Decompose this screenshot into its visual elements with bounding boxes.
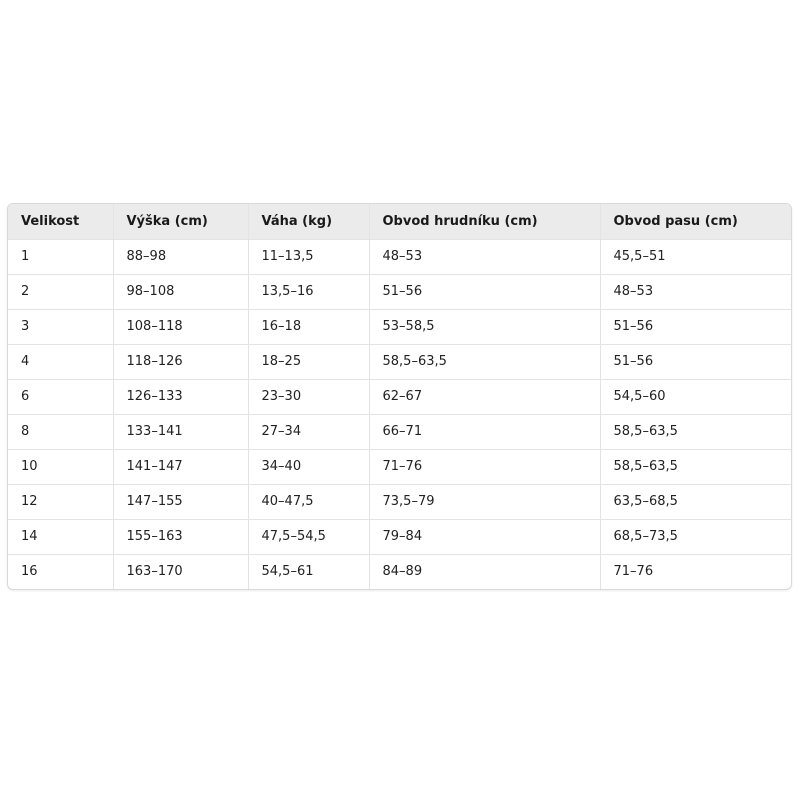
cell-weight: 23–30: [248, 379, 370, 415]
column-header-weight: Váha (kg): [248, 204, 370, 240]
table-header: Velikost Výška (cm) Váha (kg) Obvod hrudník…: [8, 204, 791, 240]
cell-height: 155–163: [113, 519, 249, 555]
table-body: 1 88–98 11–13,5 48–53 45,5–51 2 98–108 13,5–16 5…: [8, 239, 791, 589]
cell-waist: 45,5–51: [600, 239, 791, 275]
cell-height: 88–98: [113, 239, 249, 275]
cell-chest: 71–76: [369, 449, 601, 485]
cell-chest: 62–67: [369, 379, 601, 415]
cell-size: 14: [8, 519, 114, 555]
cell-waist: 54,5–60: [600, 379, 791, 415]
cell-waist: 58,5–63,5: [600, 414, 791, 450]
cell-weight: 13,5–16: [248, 274, 370, 310]
cell-height: 126–133: [113, 379, 249, 415]
column-header-size: Velikost: [8, 204, 114, 240]
cell-chest: 73,5–79: [369, 484, 601, 520]
header-row: Velikost Výška (cm) Váha (kg) Obvod hrudník…: [8, 204, 791, 240]
table-row: 4 118–126 18–25 58,5–63,5 51–56: [8, 344, 791, 380]
cell-size: 4: [8, 344, 114, 380]
table-row: 2 98–108 13,5–16 51–56 48–53: [8, 274, 791, 310]
cell-chest: 84–89: [369, 554, 601, 589]
cell-chest: 48–53: [369, 239, 601, 275]
cell-waist: 68,5–73,5: [600, 519, 791, 555]
cell-weight: 11–13,5: [248, 239, 370, 275]
cell-waist: 58,5–63,5: [600, 449, 791, 485]
table-row: 1 88–98 11–13,5 48–53 45,5–51: [8, 239, 791, 275]
cell-height: 147–155: [113, 484, 249, 520]
cell-size: 10: [8, 449, 114, 485]
column-header-waist: Obvod pasu (cm): [600, 204, 791, 240]
size-chart-table: Velikost Výška (cm) Váha (kg) Obvod hrudník…: [8, 204, 791, 589]
table-row: 16 163–170 54,5–61 84–89 71–76: [8, 554, 791, 589]
cell-waist: 51–56: [600, 344, 791, 380]
cell-height: 163–170: [113, 554, 249, 589]
cell-weight: 40–47,5: [248, 484, 370, 520]
cell-waist: 63,5–68,5: [600, 484, 791, 520]
cell-chest: 66–71: [369, 414, 601, 450]
cell-size: 8: [8, 414, 114, 450]
cell-size: 12: [8, 484, 114, 520]
cell-size: 2: [8, 274, 114, 310]
column-header-chest: Obvod hrudníku (cm): [369, 204, 601, 240]
table-row: 3 108–118 16–18 53–58,5 51–56: [8, 309, 791, 345]
cell-size: 1: [8, 239, 114, 275]
cell-waist: 71–76: [613, 564, 654, 580]
cell-height: 108–118: [113, 309, 249, 345]
table-row: 6 126–133 23–30 62–67 54,5–60: [8, 379, 791, 415]
cell-chest: 79–84: [369, 519, 601, 555]
cell-weight: 18–25: [248, 344, 370, 380]
cell-chest: 53–58,5: [369, 309, 601, 345]
table-row: 8 133–141 27–34 66–71 58,5–63,5: [8, 414, 791, 450]
cell-height: 98–108: [113, 274, 249, 310]
cell-size: 3: [8, 309, 114, 345]
cell-chest: 58,5–63,5: [369, 344, 601, 380]
cell-size: 6: [8, 379, 114, 415]
cell-weight: 54,5–61: [248, 554, 370, 589]
cell-weight: 16–18: [248, 309, 370, 345]
cell-chest: 51–56: [369, 274, 601, 310]
cell-waist: 51–56: [600, 309, 791, 345]
cell-height: 133–141: [113, 414, 249, 450]
table-row: 14 155–163 47,5–54,5 79–84 68,5–73,5: [8, 519, 791, 555]
cell-height: 118–126: [113, 344, 249, 380]
cell-weight: 47,5–54,5: [248, 519, 370, 555]
cell-waist: 48–53: [600, 274, 791, 310]
cell-size: 16: [8, 554, 114, 589]
size-chart-table-container: Velikost Výška (cm) Váha (kg) Obvod hrudník…: [7, 203, 792, 590]
table-row: 12 147–155 40–47,5 73,5–79 63,5–68,5: [8, 484, 791, 520]
column-header-height: Výška (cm): [113, 204, 249, 240]
cell-height: 141–147: [113, 449, 249, 485]
cell-weight: 34–40: [248, 449, 370, 485]
cell-weight: 27–34: [248, 414, 370, 450]
table-row: 10 141–147 34–40 71–76 58,5–63,5: [8, 449, 791, 485]
